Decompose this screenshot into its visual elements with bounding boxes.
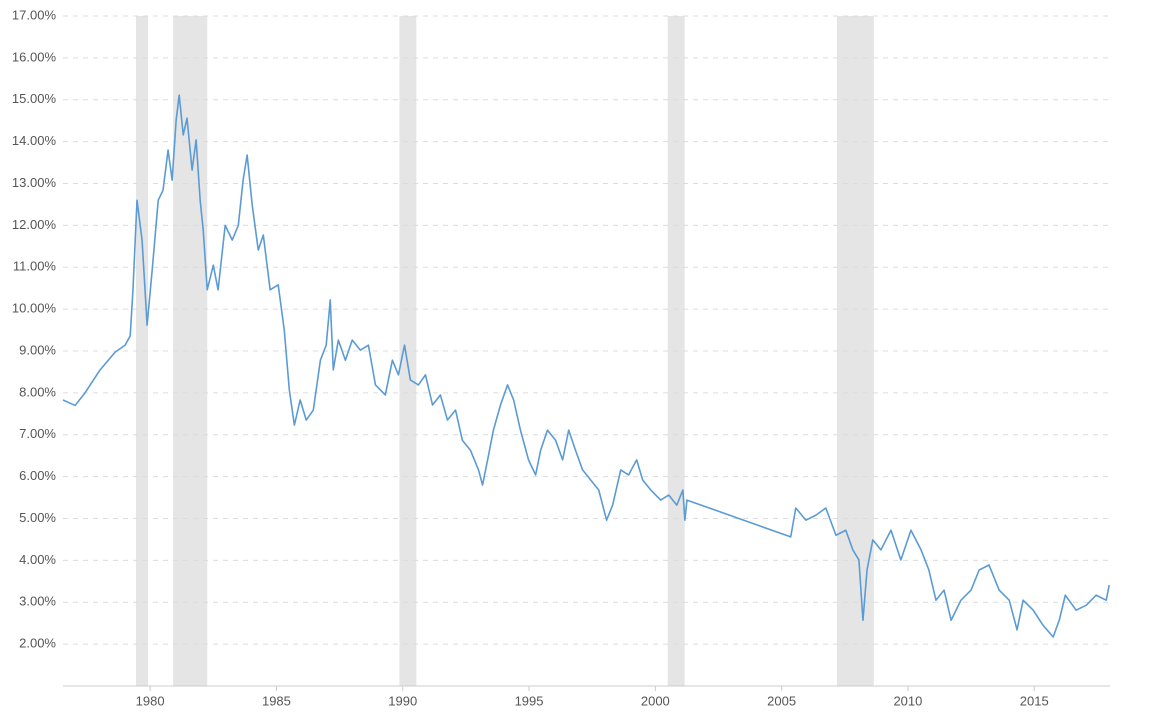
data-line — [62, 94, 1111, 638]
y-tick-label: 2.00% — [19, 636, 56, 651]
y-tick-label: 12.00% — [12, 217, 57, 232]
x-tick-label: 1985 — [262, 693, 291, 708]
y-tick-label: 8.00% — [19, 384, 56, 399]
x-tick-label: 2010 — [893, 693, 922, 708]
y-tick-label: 14.00% — [12, 133, 57, 148]
x-tick-label: 1990 — [388, 693, 417, 708]
y-tick-label: 16.00% — [12, 49, 57, 64]
x-tick-label: 1980 — [136, 693, 165, 708]
recession-band — [173, 16, 208, 686]
y-tick-label: 15.00% — [12, 91, 57, 106]
x-tick-label: 2000 — [641, 693, 670, 708]
y-tick-label: 3.00% — [19, 594, 56, 609]
y-tick-label: 7.00% — [19, 426, 56, 441]
y-tick-label: 11.00% — [13, 259, 57, 274]
y-tick-label: 6.00% — [19, 468, 56, 483]
x-tick-label: 1995 — [515, 693, 544, 708]
y-tick-label: 13.00% — [12, 175, 57, 190]
x-tick-label: 2005 — [767, 693, 796, 708]
y-tick-label: 17.00% — [12, 7, 57, 22]
y-tick-label: 5.00% — [19, 510, 56, 525]
x-tick-label: 2015 — [1020, 693, 1049, 708]
y-tick-label: 10.00% — [12, 301, 57, 316]
y-tick-label: 4.00% — [19, 552, 56, 567]
y-tick-label: 9.00% — [19, 342, 56, 357]
